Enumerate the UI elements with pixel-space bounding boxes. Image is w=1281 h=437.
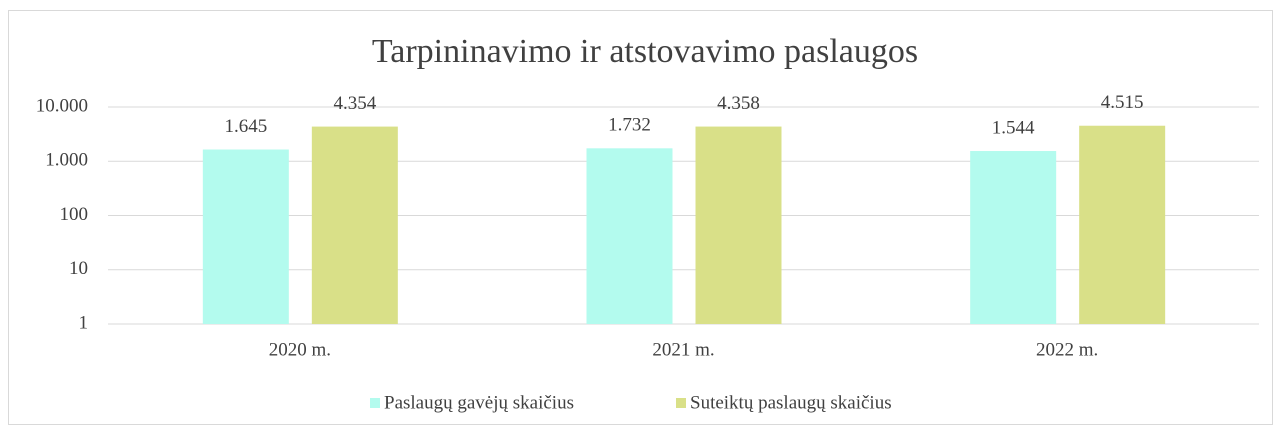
y-tick-label: 1 [79, 312, 89, 333]
x-tick-label: 2022 m. [1036, 339, 1098, 360]
bar [970, 151, 1057, 324]
x-tick-label: 2021 m. [652, 339, 714, 360]
value-label: 4.515 [1101, 92, 1144, 113]
value-label: 1.544 [992, 117, 1035, 138]
bar [202, 149, 289, 324]
bar [586, 148, 673, 324]
y-tick-label: 100 [60, 204, 89, 225]
value-label: 1.732 [608, 115, 651, 136]
value-label: 4.354 [333, 93, 376, 114]
legend-label: Paslaugų gavėjų skaičius [384, 392, 574, 413]
value-label: 4.358 [717, 93, 760, 114]
y-tick-label: 10 [69, 258, 88, 279]
x-tick-label: 2020 m. [269, 339, 331, 360]
y-tick-label: 10.000 [36, 95, 88, 116]
value-label: 1.645 [224, 116, 267, 137]
chart-title: Tarpininavimo ir atstovavimo paslaugos [372, 33, 918, 70]
bar [311, 126, 398, 324]
legend-swatch [676, 398, 686, 408]
legend-label: Suteiktų paslaugų skaičius [690, 392, 892, 413]
legend-swatch [370, 398, 380, 408]
bar [695, 126, 782, 324]
y-tick-label: 1.000 [45, 150, 88, 171]
bar [1079, 125, 1166, 324]
